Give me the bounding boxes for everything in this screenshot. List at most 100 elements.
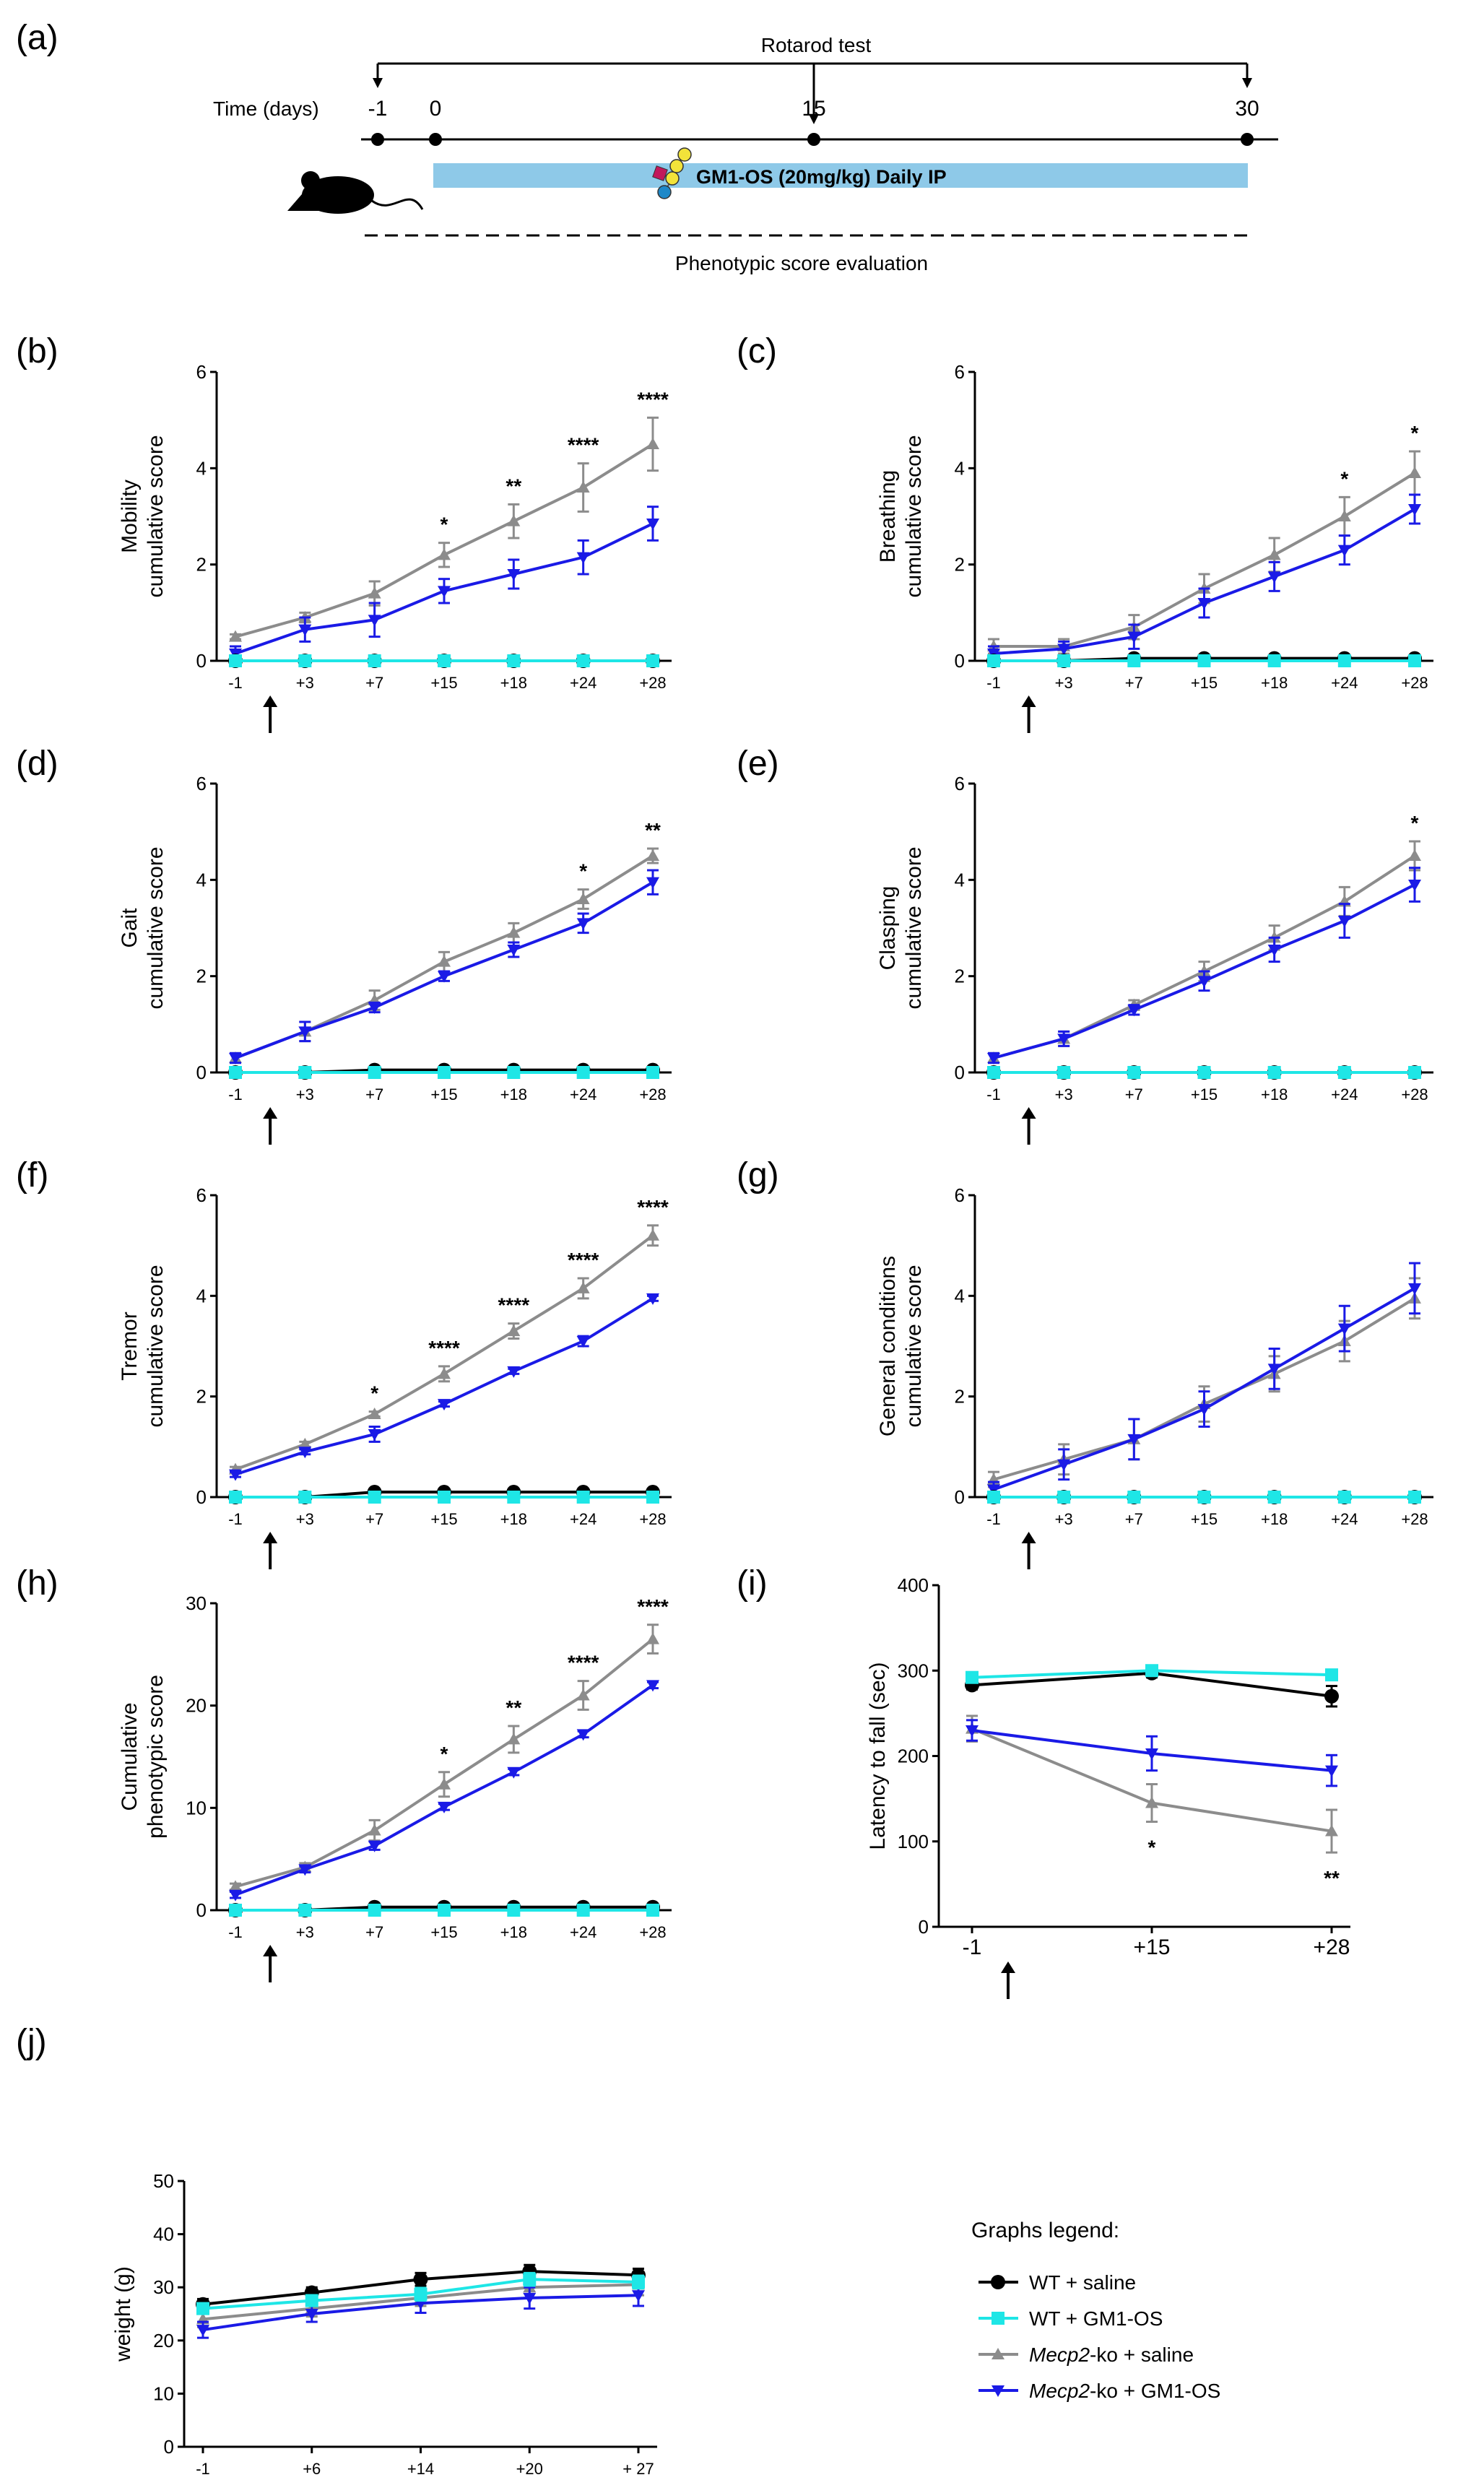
significance-marker: * — [1411, 422, 1419, 444]
point-ko-gm1 — [1337, 545, 1351, 557]
y-axis-label: cumulative score — [144, 1265, 168, 1427]
legend-label-text: WT + saline — [1029, 2271, 1136, 2294]
series-wt-gm1 — [987, 654, 1421, 667]
point-ko-gm1 — [229, 1053, 242, 1065]
point-ko-saline — [368, 1824, 381, 1836]
point-wt-gm1 — [987, 1066, 1000, 1079]
point-wt-gm1 — [576, 654, 590, 667]
significance-marker: ** — [1324, 1867, 1340, 1889]
x-tick-label: +7 — [365, 1923, 383, 1941]
series-wt-gm1 — [229, 1066, 659, 1079]
legend-title: Graphs legend: — [971, 2219, 1119, 2242]
timeline-panel: (a) Rotarod test Time (days) -1 0 15 30 … — [16, 19, 1278, 274]
x-tick-label: +24 — [570, 1085, 596, 1104]
y-tick-label: 10 — [186, 1797, 207, 1818]
y-axis-label: Breathing — [876, 470, 900, 563]
legend-entry: Mecp2-ko + saline — [979, 2344, 1194, 2366]
point-ko-saline — [438, 955, 451, 967]
legend-label: Mecp2-ko + GM1-OS — [1029, 2380, 1220, 2402]
point-wt-gm1 — [1127, 1066, 1141, 1079]
legend-label: WT + saline — [1029, 2271, 1136, 2294]
point-ko-gm1 — [1325, 1765, 1338, 1777]
x-tick-label: -1 — [963, 1935, 982, 1959]
panel-letter-b: (b) — [16, 332, 58, 370]
point-ko-gm1 — [1267, 571, 1281, 584]
y-tick-label: 2 — [955, 1386, 965, 1408]
series-ko-saline — [987, 450, 1421, 655]
legend-label: WT + GM1-OS — [1029, 2307, 1163, 2330]
x-tick-label: +20 — [516, 2460, 543, 2478]
point-wt-gm1 — [1197, 654, 1211, 667]
y-axis-label: cumulative score — [144, 435, 168, 597]
point-wt-gm1 — [1197, 1066, 1211, 1079]
series-ko-saline — [987, 1277, 1421, 1488]
point-wt-gm1 — [414, 2287, 428, 2301]
point-wt-saline — [1324, 1688, 1339, 1704]
x-tick-label: +18 — [1261, 674, 1288, 692]
time-point — [371, 133, 384, 146]
point-ko-saline — [1267, 548, 1281, 560]
point-ko-gm1 — [576, 552, 590, 564]
legend-label: Mecp2-ko + saline — [1029, 2344, 1194, 2366]
y-axis-label: Clasping — [876, 886, 900, 971]
phenotype-label: Phenotypic score evaluation — [675, 252, 928, 274]
point-ko-gm1 — [1057, 1033, 1071, 1046]
y-tick-label: 6 — [196, 773, 207, 794]
point-wt-gm1 — [229, 1904, 242, 1917]
y-tick-label: 20 — [153, 2330, 174, 2351]
point-ko-saline — [368, 1408, 381, 1420]
x-tick-label: +28 — [639, 674, 666, 692]
glycan-residue — [657, 185, 672, 199]
point-ko-gm1 — [576, 1336, 590, 1348]
point-ko-gm1 — [576, 918, 590, 930]
y-axis-label: phenotypic score — [144, 1675, 168, 1839]
point-ko-gm1 — [298, 1864, 312, 1876]
point-wt-gm1 — [1057, 1066, 1071, 1079]
point-ko-saline — [438, 1367, 451, 1379]
point-ko-gm1 — [229, 1889, 242, 1902]
point-wt-gm1 — [523, 2273, 537, 2286]
point-ko-saline — [1408, 849, 1421, 861]
point-ko-gm1 — [1337, 1323, 1351, 1335]
point-ko-saline — [1337, 510, 1351, 521]
point-wt-gm1 — [1197, 1491, 1211, 1504]
point-ko-saline — [229, 1880, 242, 1892]
significance-marker: * — [370, 1382, 378, 1405]
y-axis-label: General conditions — [876, 1256, 900, 1436]
y-tick-label: 6 — [196, 361, 207, 383]
point-ko-gm1 — [438, 1801, 451, 1813]
point-ko-saline — [576, 1281, 590, 1293]
y-tick-label: 4 — [196, 457, 207, 479]
y-tick-label: 2 — [196, 1386, 207, 1408]
day-label: -1 — [368, 97, 388, 121]
point-wt-gm1 — [1145, 1664, 1158, 1678]
point-ko-saline — [507, 1733, 521, 1745]
series-wt-gm1 — [987, 1491, 1421, 1504]
point-ko-gm1 — [368, 1840, 381, 1852]
x-tick-label: +7 — [1125, 1085, 1143, 1104]
series-ko-gm1 — [987, 1262, 1421, 1499]
point-ko-gm1 — [1197, 976, 1211, 988]
y-tick-label: 100 — [898, 1831, 929, 1852]
y-tick-label: 6 — [955, 773, 965, 794]
point-ko-saline — [646, 1632, 659, 1644]
x-tick-label: +18 — [500, 1923, 527, 1941]
y-axis-label: Mobility — [118, 480, 142, 553]
point-wt-gm1 — [1267, 654, 1281, 667]
significance-marker: **** — [637, 1595, 669, 1618]
series-line — [994, 472, 1416, 648]
series-ko-gm1 — [229, 1680, 659, 1902]
significance-marker: ** — [505, 474, 521, 497]
panel-letter-h: (h) — [16, 1564, 58, 1603]
point-wt-gm1 — [438, 654, 451, 667]
legend-label-text: WT + GM1-OS — [1029, 2307, 1163, 2330]
series-ko-saline — [229, 1224, 659, 1475]
point-wt-gm1 — [507, 1904, 521, 1917]
point-wt-gm1 — [1127, 654, 1141, 667]
time-point — [429, 133, 442, 146]
y-tick-label: 400 — [898, 1574, 929, 1596]
point-ko-gm1 — [646, 877, 659, 889]
y-axis-label: Latency to fall (sec) — [866, 1662, 890, 1850]
series-wt-gm1 — [229, 1904, 659, 1917]
